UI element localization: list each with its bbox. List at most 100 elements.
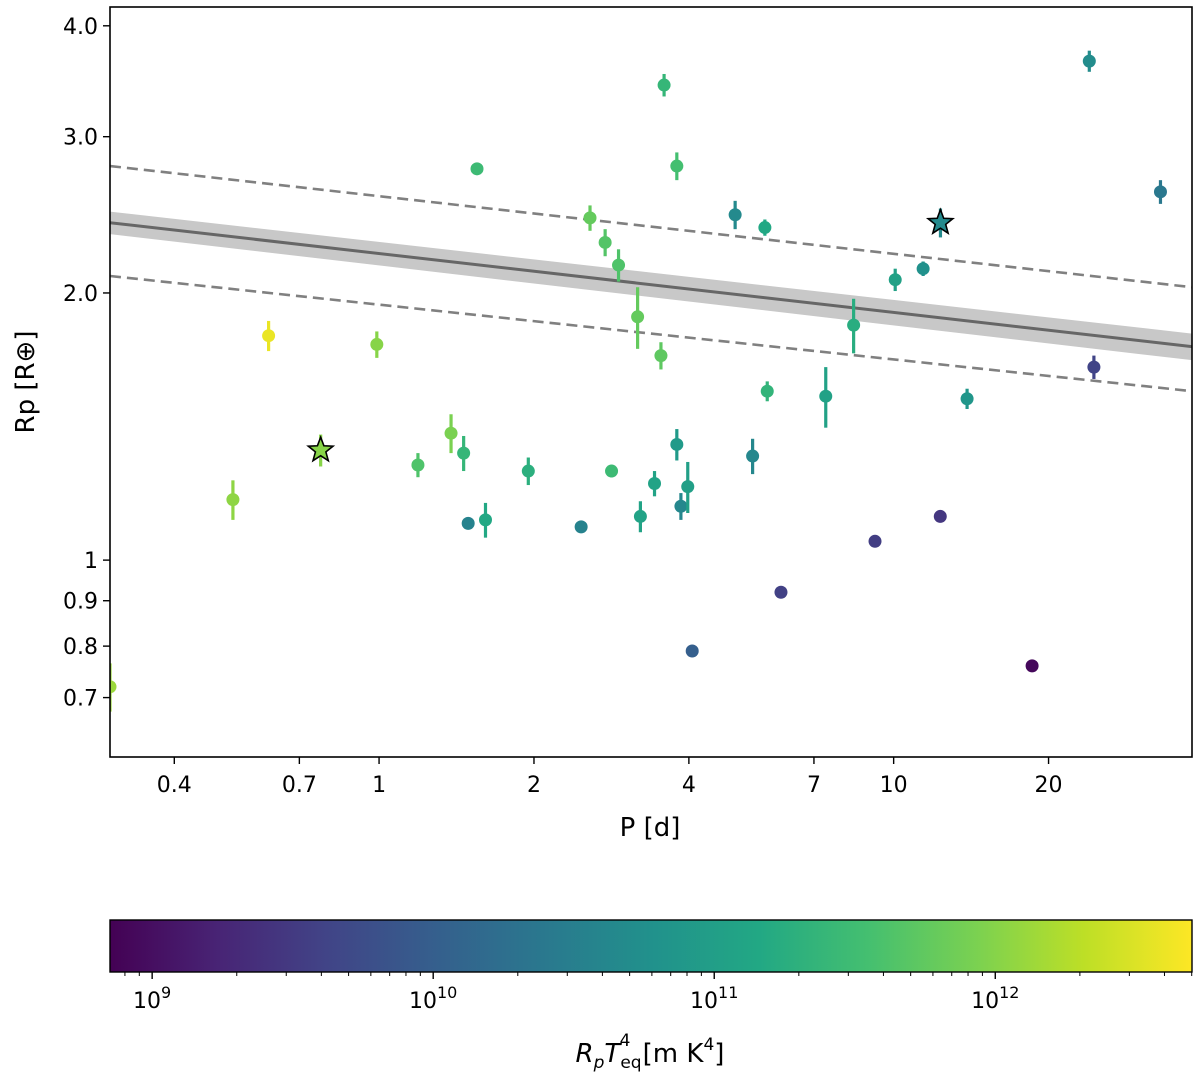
- data-point: [1082, 50, 1096, 72]
- point-marker: [654, 349, 668, 363]
- point-marker: [774, 585, 788, 599]
- point-marker: [758, 221, 772, 235]
- data-point: [110, 663, 117, 712]
- data-point: [226, 480, 240, 520]
- star-marker: [925, 207, 955, 236]
- data-point-star: [925, 207, 955, 238]
- data-point: [916, 261, 930, 276]
- y-axis-label: Rp [R⊕]: [11, 331, 41, 434]
- data-point: [847, 298, 861, 354]
- x-tick-label: 0.4: [157, 773, 192, 798]
- colorbar: 109 1010 1011 1012 RpTeq4 [m K4]: [109, 919, 1193, 1073]
- point-marker: [598, 235, 612, 249]
- point-marker: [631, 310, 645, 324]
- y-tick-label: 0.9: [63, 590, 98, 615]
- x-tick-label: 2: [527, 773, 541, 798]
- point-marker: [760, 384, 774, 398]
- data-point: [633, 501, 647, 533]
- point-marker: [262, 329, 276, 343]
- fit-line: [110, 221, 1192, 349]
- point-marker: [110, 680, 117, 694]
- point-marker: [1087, 360, 1101, 374]
- x-tick-label: 1: [372, 773, 386, 798]
- point-marker: [674, 499, 688, 513]
- point-marker: [657, 78, 671, 92]
- y-tick-label: 1: [84, 549, 98, 574]
- colorbar-tick-label: 109: [133, 983, 171, 1014]
- point-marker: [370, 337, 384, 351]
- data-point: [1087, 355, 1101, 379]
- data-point: [262, 320, 276, 352]
- point-marker: [728, 208, 742, 222]
- point-marker: [1082, 54, 1096, 68]
- point-marker: [847, 318, 861, 332]
- point-marker: [670, 159, 684, 173]
- point-marker: [411, 458, 425, 472]
- data-point: [444, 414, 458, 454]
- point-marker: [612, 258, 626, 272]
- data-point: [612, 249, 626, 282]
- data-point: [774, 585, 788, 599]
- y-tick-label: 2.0: [63, 282, 98, 307]
- y-tick-label: 3.0: [63, 126, 98, 151]
- data-point: [605, 464, 619, 478]
- point-marker: [685, 644, 699, 658]
- data-point: [521, 457, 535, 486]
- point-marker: [444, 426, 458, 440]
- point-marker: [648, 476, 662, 490]
- point-marker: [888, 273, 902, 287]
- data-point: [574, 520, 588, 534]
- point-marker: [574, 520, 588, 534]
- data-point: [411, 453, 425, 478]
- data-point: [631, 287, 645, 349]
- data-point: [670, 152, 684, 181]
- data-point: [888, 268, 902, 292]
- plot-frame: [109, 6, 1193, 758]
- point-marker: [461, 516, 475, 530]
- data-point: [648, 471, 662, 497]
- data-point-star: [306, 434, 336, 467]
- point-marker: [960, 392, 974, 406]
- point-marker: [746, 449, 760, 463]
- fit-dashed-lower: [110, 274, 1192, 393]
- colorbar-label: RpTeq4 [m K4]: [576, 1031, 725, 1073]
- point-marker: [916, 262, 930, 276]
- point-marker: [1153, 185, 1167, 199]
- fit-dashed-upper: [110, 164, 1192, 289]
- x-tick-label: 10: [880, 773, 908, 798]
- data-point: [657, 73, 671, 97]
- point-marker: [478, 513, 492, 527]
- point-marker: [583, 211, 597, 225]
- data-point: [819, 367, 833, 428]
- data-point: [598, 229, 612, 257]
- x-tick-label: 7: [807, 773, 821, 798]
- data-point: [681, 461, 695, 514]
- data-point: [478, 502, 492, 538]
- data-point: [457, 435, 471, 472]
- data-point: [670, 429, 684, 461]
- y-tick-label: 4.0: [63, 15, 98, 40]
- data-point: [674, 493, 688, 520]
- point-marker: [933, 509, 947, 523]
- x-tick-label: 4: [682, 773, 696, 798]
- data-point: [868, 534, 882, 548]
- plot-area: 0.4 0.7 1 2 4 7 10 20 0.7 0.8 0.9 1 2.0 3.0 4.0: [63, 6, 1193, 798]
- point-marker: [819, 389, 833, 403]
- point-marker: [681, 480, 695, 494]
- point-marker: [605, 464, 619, 478]
- point-marker: [1025, 659, 1039, 673]
- star-marker: [306, 434, 336, 463]
- data-point: [1153, 180, 1167, 204]
- point-marker: [521, 464, 535, 478]
- data-point: [746, 438, 760, 475]
- data-point: [933, 509, 947, 523]
- colorbar-gradient: [109, 919, 1193, 973]
- x-axis-label: P [d]: [620, 813, 681, 843]
- colorbar-tick-label: 1010: [409, 983, 457, 1014]
- colorbar-tick-label: 1012: [971, 983, 1019, 1014]
- data-point: [685, 644, 699, 658]
- data-point: [470, 162, 484, 176]
- data-point: [370, 331, 384, 358]
- data-point: [583, 205, 597, 231]
